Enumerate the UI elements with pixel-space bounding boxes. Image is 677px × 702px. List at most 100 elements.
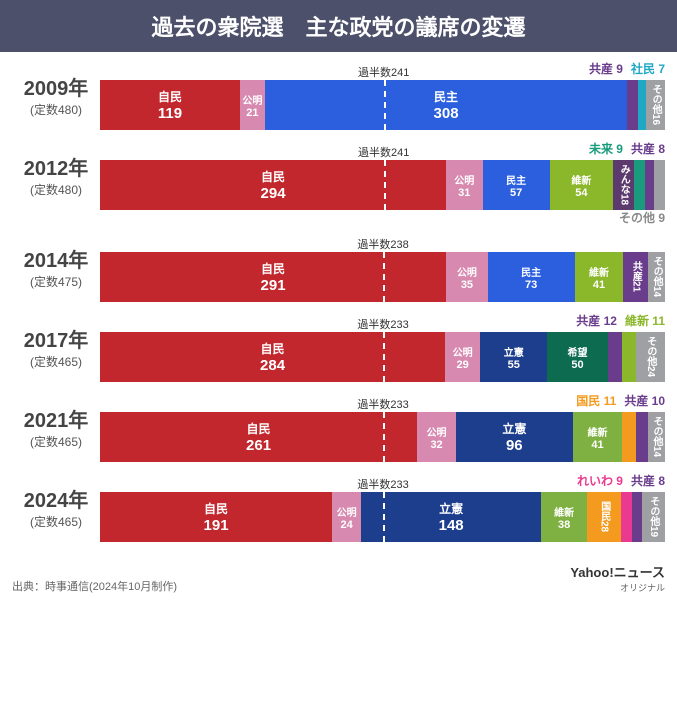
election-row: 2009年 (定数480)過半数241共産 9社民 7自民119公明21民主30… <box>12 60 665 130</box>
election-row: 2012年 (定数480) 過半数241 未来 9 共産 8 自民294公明31民主57… <box>12 140 665 210</box>
election-row: 2021年 (定数465)過半数233国民 11共産 10自民261公明32立憲… <box>12 392 665 462</box>
bar-segment: 立憲55 <box>480 332 547 382</box>
bar-segment: 公明35 <box>446 252 488 302</box>
bar-segment: 公明24 <box>332 492 361 542</box>
year-column: 2024年 (定数465) <box>12 484 100 530</box>
bar-segment <box>634 160 645 210</box>
year-label: 2014年 <box>12 244 100 273</box>
bar-segment: 立憲148 <box>361 492 541 542</box>
top-labels: 未来 9 共産 8 <box>589 140 665 157</box>
majority-line <box>383 252 385 302</box>
election-row: 2024年 (定数465) 過半数233 れいわ 9 共産 8 自民191公明24立憲1… <box>12 472 665 542</box>
year-label: 2017年 <box>12 324 100 353</box>
year-label: 2009年 <box>12 72 100 101</box>
bar-segment: 自民291 <box>100 252 446 302</box>
stacked-bar: 自民119公明21民主308その他16 <box>100 80 665 130</box>
bar-segment <box>645 160 654 210</box>
majority-label: 過半数241 <box>358 64 409 80</box>
majority-line <box>384 80 386 130</box>
election-row: 2014年 (定数475) 過半数238自民291公明35民主73維新41共産21… <box>12 232 665 302</box>
bar-segment: その他14 <box>648 252 665 302</box>
bar-segment: 民主57 <box>483 160 550 210</box>
bar-segment: 維新41 <box>573 412 623 462</box>
brand: Yahoo!ニュース オリジナル <box>570 562 665 594</box>
callout-label: 共産 8 <box>631 140 665 157</box>
bar-segment: 自民119 <box>100 80 240 130</box>
year-label: 2024年 <box>12 484 100 513</box>
bar-segment: その他19 <box>642 492 665 542</box>
callout-label: れいわ 9 <box>577 472 623 489</box>
bar-wrap: 過半数241未来 9共産 8自民294公明31民主57維新54みんな18その他 … <box>100 140 665 210</box>
bar-segment: その他14 <box>648 412 665 462</box>
election-row: 2017年 (定数465) 過半数233 共産 12 維新 11 自民284公明29立憲… <box>12 312 665 382</box>
total-seats: (定数480) <box>12 181 100 198</box>
total-seats: (定数480) <box>12 101 100 118</box>
top-labels: れいわ 9 共産 8 <box>577 472 665 489</box>
callout-label: 維新 11 <box>625 312 665 329</box>
callout-label: 社民 7 <box>631 60 665 77</box>
majority-line <box>383 332 385 382</box>
bar-segment: 国民28 <box>587 492 621 542</box>
total-seats: (定数475) <box>12 273 100 290</box>
bar-wrap: 過半数233 れいわ 9 共産 8 自民191公明24立憲148維新38国民28 その他… <box>100 472 665 542</box>
total-seats: (定数465) <box>12 433 100 450</box>
bar-wrap: 過半数233国民 11共産 10自民261公明32立憲96維新41その他14 <box>100 392 665 462</box>
bar-segment: 維新38 <box>541 492 587 542</box>
bar-segment <box>654 160 665 210</box>
majority-line <box>383 492 385 542</box>
bar-segment <box>632 492 642 542</box>
bar-segment: 公明32 <box>417 412 456 462</box>
majority-label: 過半数233 <box>357 476 408 492</box>
bar-segment: 希望50 <box>547 332 608 382</box>
bar-segment: 民主308 <box>265 80 628 130</box>
year-label: 2021年 <box>12 404 100 433</box>
bar-segment: 共産21 <box>623 252 648 302</box>
year-column: 2014年 (定数475) <box>12 244 100 290</box>
chart-container: 過去の衆院選 主な政党の議席の変遷 2009年 (定数480) 過半数241 共産 … <box>0 0 677 602</box>
callout-label: 共産 10 <box>624 392 665 409</box>
year-column: 2012年 (定数480) <box>12 152 100 198</box>
top-labels: 国民 11共産 10 <box>576 392 665 409</box>
top-labels: 共産 12 維新 11 <box>576 312 665 329</box>
brand-sub: オリジナル <box>620 583 665 593</box>
bar-segment: 自民261 <box>100 412 417 462</box>
majority-label: 過半数241 <box>358 144 409 160</box>
bar-segment: 公明29 <box>445 332 480 382</box>
bar-segment <box>621 492 632 542</box>
year-column: 2017年 (定数465) <box>12 324 100 370</box>
bar-segment <box>638 80 646 130</box>
bar-segment <box>622 332 635 382</box>
footer: 出典：時事通信(2024年10月制作) Yahoo!ニュース オリジナル <box>0 556 677 602</box>
bar-wrap: 過半数233共産 12維新 11自民284公明29立憲55希望50その他24 <box>100 312 665 382</box>
chart-area: 2009年 (定数480)過半数241共産 9社民 7自民119公明21民主30… <box>0 52 677 556</box>
bar-wrap: 過半数241共産 9社民 7自民119公明21民主308その他16 <box>100 60 665 130</box>
bar-segment: みんな18 <box>613 160 634 210</box>
brand-main: Yahoo!ニュース <box>570 565 665 580</box>
bar-segment: 民主73 <box>488 252 575 302</box>
callout-label: 共産 9 <box>589 60 623 77</box>
majority-label: 過半数238 <box>357 236 408 252</box>
bar-segment: 公明31 <box>446 160 482 210</box>
chart-title: 過去の衆院選 主な政党の議席の変遷 <box>0 0 677 52</box>
bar-segment: 維新41 <box>575 252 624 302</box>
bottom-callout: その他 9 <box>619 209 665 226</box>
bar-segment <box>622 412 635 462</box>
bar-segment <box>627 80 638 130</box>
bar-segment: 維新54 <box>550 160 614 210</box>
bar-segment: 自民284 <box>100 332 445 382</box>
bar-segment <box>636 412 648 462</box>
total-seats: (定数465) <box>12 513 100 530</box>
majority-label: 過半数233 <box>357 316 408 332</box>
year-label: 2012年 <box>12 152 100 181</box>
source-text: 出典：時事通信(2024年10月制作) <box>12 578 177 594</box>
bar-segment: 立憲96 <box>456 412 573 462</box>
year-column: 2009年 (定数480) <box>12 72 100 118</box>
bar-segment: その他16 <box>646 80 665 130</box>
majority-line <box>384 160 386 210</box>
callout-label: 未来 9 <box>589 140 623 157</box>
callout-label: 共産 12 <box>576 312 617 329</box>
bar-segment: 自民191 <box>100 492 332 542</box>
bar-segment: 自民294 <box>100 160 446 210</box>
total-seats: (定数465) <box>12 353 100 370</box>
callout-label: 共産 8 <box>631 472 665 489</box>
